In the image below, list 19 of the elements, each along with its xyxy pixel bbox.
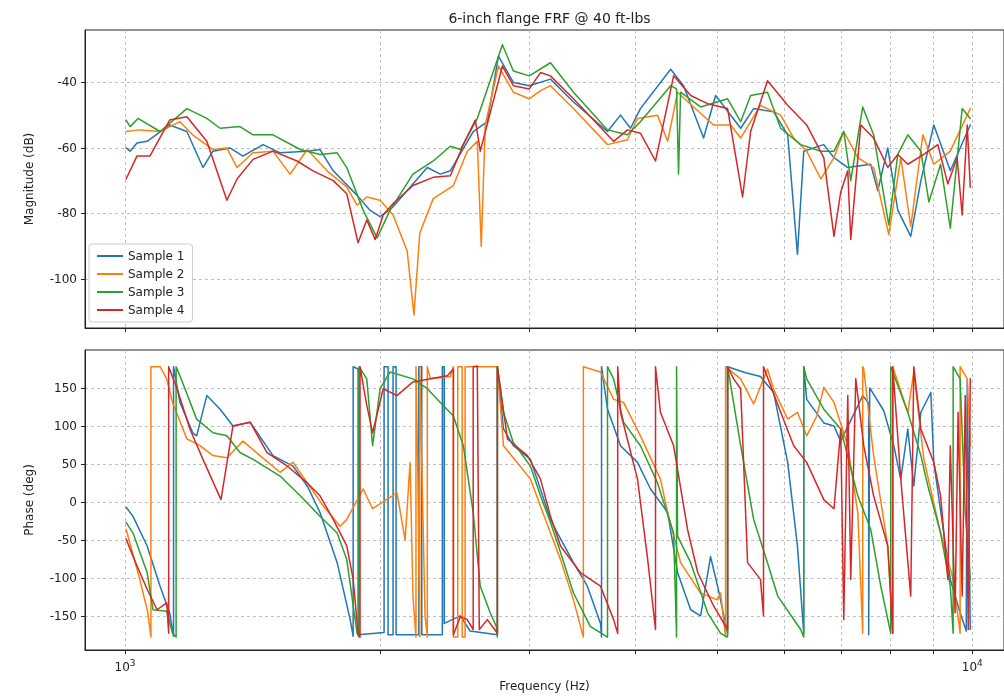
y-tick-label: -100 <box>49 570 77 585</box>
y-tick-label: 0 <box>69 494 77 509</box>
y-axis-title: Phase (deg) <box>22 464 36 536</box>
legend-label: Sample 3 <box>128 285 185 299</box>
x-axis-title: Frequency (Hz) <box>499 679 590 693</box>
y-tick-label: -50 <box>57 532 77 547</box>
y-axis-title: Magnitude (dB) <box>22 132 36 226</box>
y-tick-label: -40 <box>57 75 77 90</box>
y-tick-label: 150 <box>54 380 77 395</box>
y-tick-label: -60 <box>57 140 77 155</box>
legend-label: Sample 2 <box>128 267 185 281</box>
y-tick-label: -150 <box>49 608 77 623</box>
y-tick-label: 50 <box>61 456 77 471</box>
y-tick-label: -80 <box>57 206 77 221</box>
legend-label: Sample 1 <box>128 249 185 263</box>
chart-title: 6-inch flange FRF @ 40 ft-lbs <box>448 10 651 26</box>
y-tick-label: 100 <box>54 418 77 433</box>
y-tick-label: -100 <box>49 271 77 286</box>
legend-label: Sample 4 <box>128 303 185 317</box>
